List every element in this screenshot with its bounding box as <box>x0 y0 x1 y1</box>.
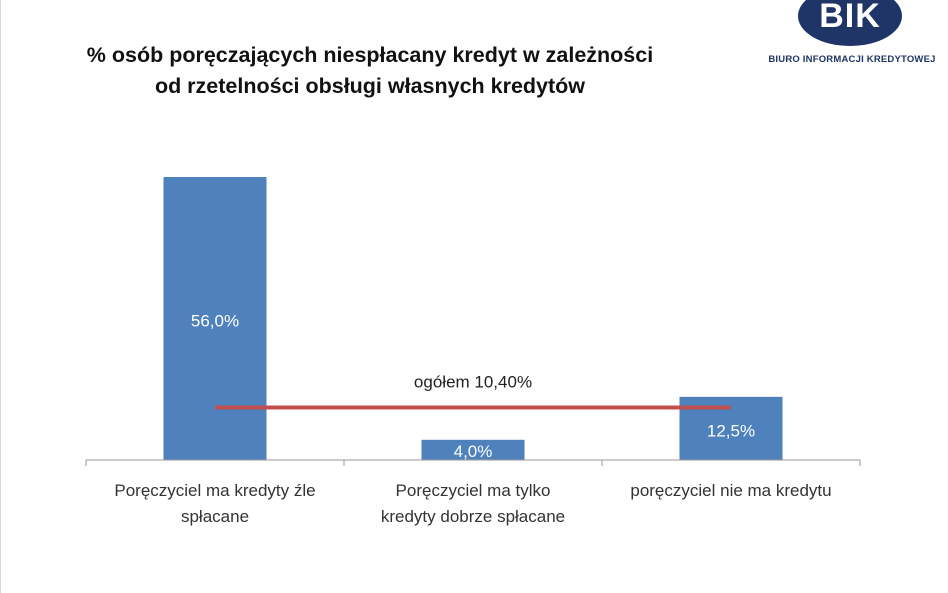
category-label: Poręczyciel ma tylko <box>396 481 551 500</box>
logo-mark: BIK <box>819 0 881 35</box>
category-label: kredyty dobrze spłacane <box>381 507 565 526</box>
reference-line-label: ogółem 10,40% <box>414 372 532 391</box>
bar <box>163 177 267 460</box>
data-label: 56,0% <box>191 312 239 331</box>
category-label: spłacane <box>181 507 249 526</box>
slide-edge <box>0 0 1 593</box>
data-label: 4,0% <box>454 442 493 461</box>
category-label: Poręczyciel ma kredyty źle <box>114 481 315 500</box>
category-label: poręczyciel nie ma kredytu <box>630 481 831 500</box>
data-label: 12,5% <box>707 421 755 440</box>
chart-title: % osób poręczających niespłacany kredyt … <box>40 40 700 102</box>
chart-title-line-1: % osób poręczających niespłacany kredyt … <box>86 43 654 67</box>
chart-title-line-2: od rzetelności obsługi własnych kredytów <box>154 74 586 98</box>
bar <box>421 439 525 460</box>
logo-name: BIURO INFORMACJI KREDYTOWEJ <box>768 54 936 65</box>
logo-oval <box>798 0 902 46</box>
bik-logo: BIK BIURO INFORMACJI KREDYTOWEJ <box>762 0 942 72</box>
